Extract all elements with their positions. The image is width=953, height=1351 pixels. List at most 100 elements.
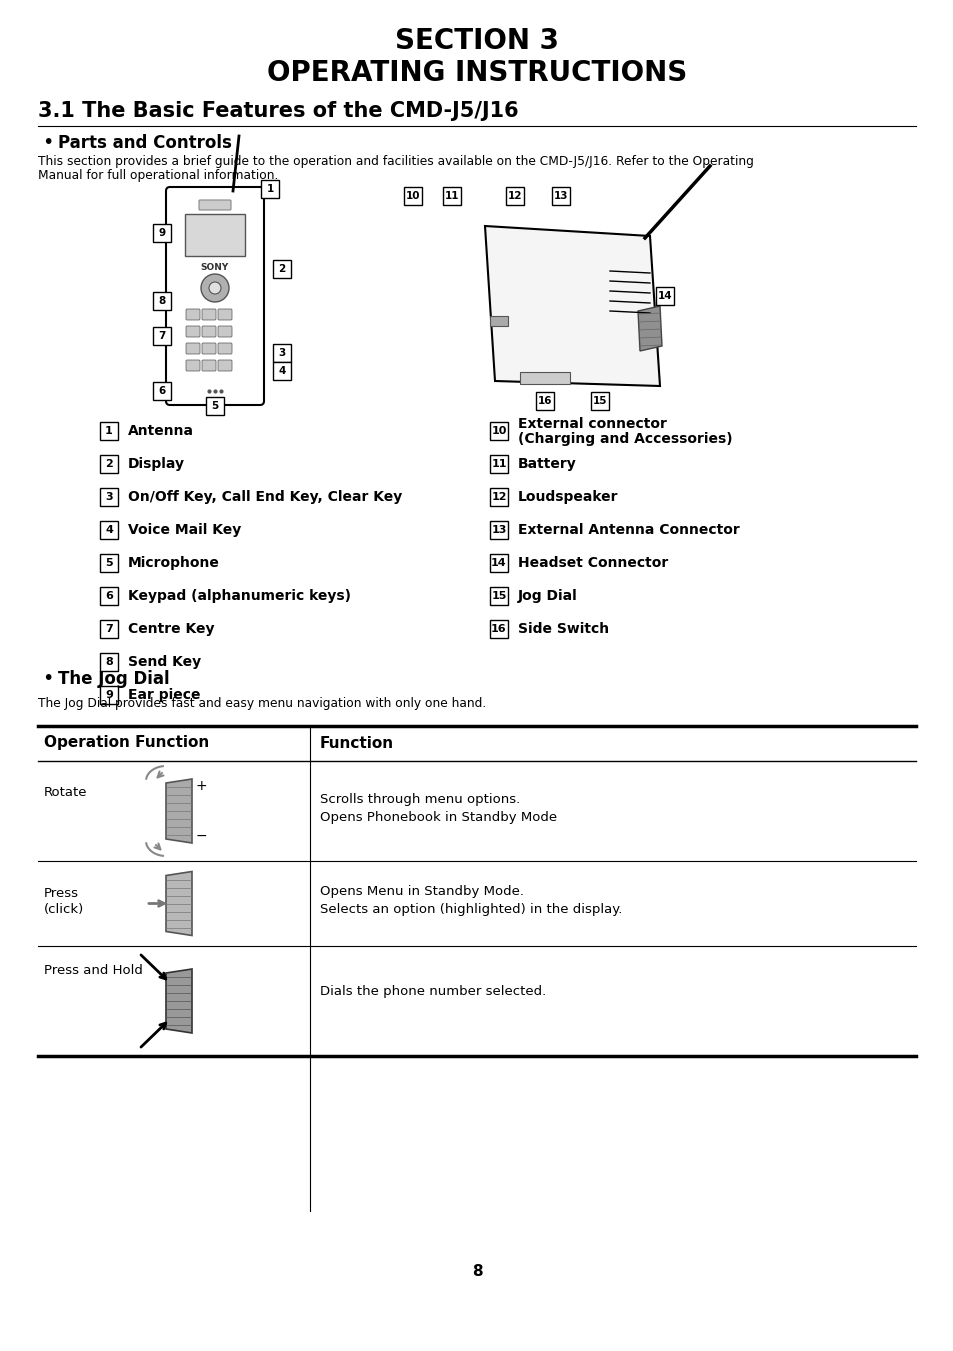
FancyBboxPatch shape [186,359,200,372]
Text: 10: 10 [491,426,506,436]
Bar [100,586,118,605]
Text: 15: 15 [592,396,607,407]
Text: External Antenna Connector: External Antenna Connector [517,523,739,536]
Text: Press: Press [44,888,79,900]
Polygon shape [166,871,192,935]
Bar [505,186,523,205]
Text: (Charging and Accessories): (Charging and Accessories) [517,432,732,446]
Text: This section provides a brief guide to the operation and facilities available on: This section provides a brief guide to t… [38,155,753,169]
Text: Send Key: Send Key [128,655,201,669]
Bar [590,392,608,409]
Polygon shape [166,969,192,1034]
Bar [152,382,171,400]
Circle shape [201,274,229,303]
Text: 11: 11 [491,459,506,469]
Text: Operation Function: Operation Function [44,735,209,751]
Text: Microphone: Microphone [128,557,219,570]
Text: +: + [195,780,208,793]
Bar [100,455,118,473]
Text: Jog Dial: Jog Dial [517,589,578,603]
Text: External connector: External connector [517,417,666,431]
Bar [100,488,118,507]
Text: 16: 16 [491,624,506,634]
Bar [100,521,118,539]
Text: Selects an option (highlighted) in the display.: Selects an option (highlighted) in the d… [319,902,621,916]
Text: 7: 7 [158,331,166,340]
Text: 16: 16 [537,396,552,407]
Text: Scrolls through menu options.: Scrolls through menu options. [319,793,519,805]
Polygon shape [484,226,659,386]
FancyBboxPatch shape [202,359,215,372]
Text: 1: 1 [105,426,112,436]
Text: 9: 9 [105,690,112,700]
Text: On/Off Key, Call End Key, Clear Key: On/Off Key, Call End Key, Clear Key [128,490,402,504]
Text: 8: 8 [105,657,112,667]
Text: 4: 4 [278,366,285,376]
Text: OPERATING INSTRUCTIONS: OPERATING INSTRUCTIONS [267,59,686,86]
Text: 8: 8 [158,296,166,305]
Text: Centre Key: Centre Key [128,621,214,636]
Bar [152,327,171,345]
Text: 13: 13 [491,526,506,535]
FancyBboxPatch shape [199,200,231,209]
Text: (click): (click) [44,902,84,916]
Text: Dials the phone number selected.: Dials the phone number selected. [319,985,546,997]
Text: Manual for full operational information.: Manual for full operational information. [38,169,278,182]
Bar [152,292,171,309]
Bar [100,686,118,704]
Bar [100,422,118,440]
Text: Headset Connector: Headset Connector [517,557,667,570]
FancyBboxPatch shape [202,309,215,320]
Text: 13: 13 [553,190,568,201]
Text: 4: 4 [105,526,112,535]
Text: Display: Display [128,457,185,471]
Bar [152,224,171,242]
Bar [403,186,421,205]
FancyBboxPatch shape [218,326,232,336]
Text: 2: 2 [105,459,112,469]
Bar [490,620,507,638]
Bar [490,521,507,539]
FancyBboxPatch shape [166,186,264,405]
Text: 15: 15 [491,590,506,601]
Text: 3: 3 [278,349,285,358]
Bar [519,372,569,384]
Text: The Jog Dial: The Jog Dial [58,670,170,688]
Bar [100,554,118,571]
Text: 7: 7 [105,624,112,634]
Text: 11: 11 [444,190,458,201]
Bar [490,422,507,440]
Text: Voice Mail Key: Voice Mail Key [128,523,241,536]
Text: SECTION 3: SECTION 3 [395,27,558,55]
Bar [490,316,507,326]
Text: SONY: SONY [201,263,229,273]
Text: Side Switch: Side Switch [517,621,608,636]
Bar [656,286,673,305]
Bar [273,259,291,278]
Bar [442,186,460,205]
Text: 12: 12 [507,190,521,201]
Bar [261,180,278,199]
Text: 2: 2 [278,263,285,274]
Text: Loudspeaker: Loudspeaker [517,490,618,504]
Bar [536,392,554,409]
Text: The Jog Dial provides fast and easy menu navigation with only one hand.: The Jog Dial provides fast and easy menu… [38,697,486,709]
Bar [490,455,507,473]
Text: Press and Hold: Press and Hold [44,965,143,978]
Text: Rotate: Rotate [44,786,88,800]
Text: 3: 3 [105,492,112,503]
FancyBboxPatch shape [218,359,232,372]
Text: 6: 6 [158,386,166,396]
Circle shape [209,282,221,295]
Text: •: • [42,670,53,689]
Polygon shape [166,780,192,843]
Text: 9: 9 [158,228,166,238]
Text: 8: 8 [471,1263,482,1278]
Text: •: • [42,134,53,153]
Text: Opens Phonebook in Standby Mode: Opens Phonebook in Standby Mode [319,811,557,824]
Text: 3.1 The Basic Features of the CMD-J5/J16: 3.1 The Basic Features of the CMD-J5/J16 [38,101,518,122]
Bar [490,586,507,605]
Polygon shape [638,305,661,351]
FancyBboxPatch shape [218,343,232,354]
Bar [206,397,224,415]
